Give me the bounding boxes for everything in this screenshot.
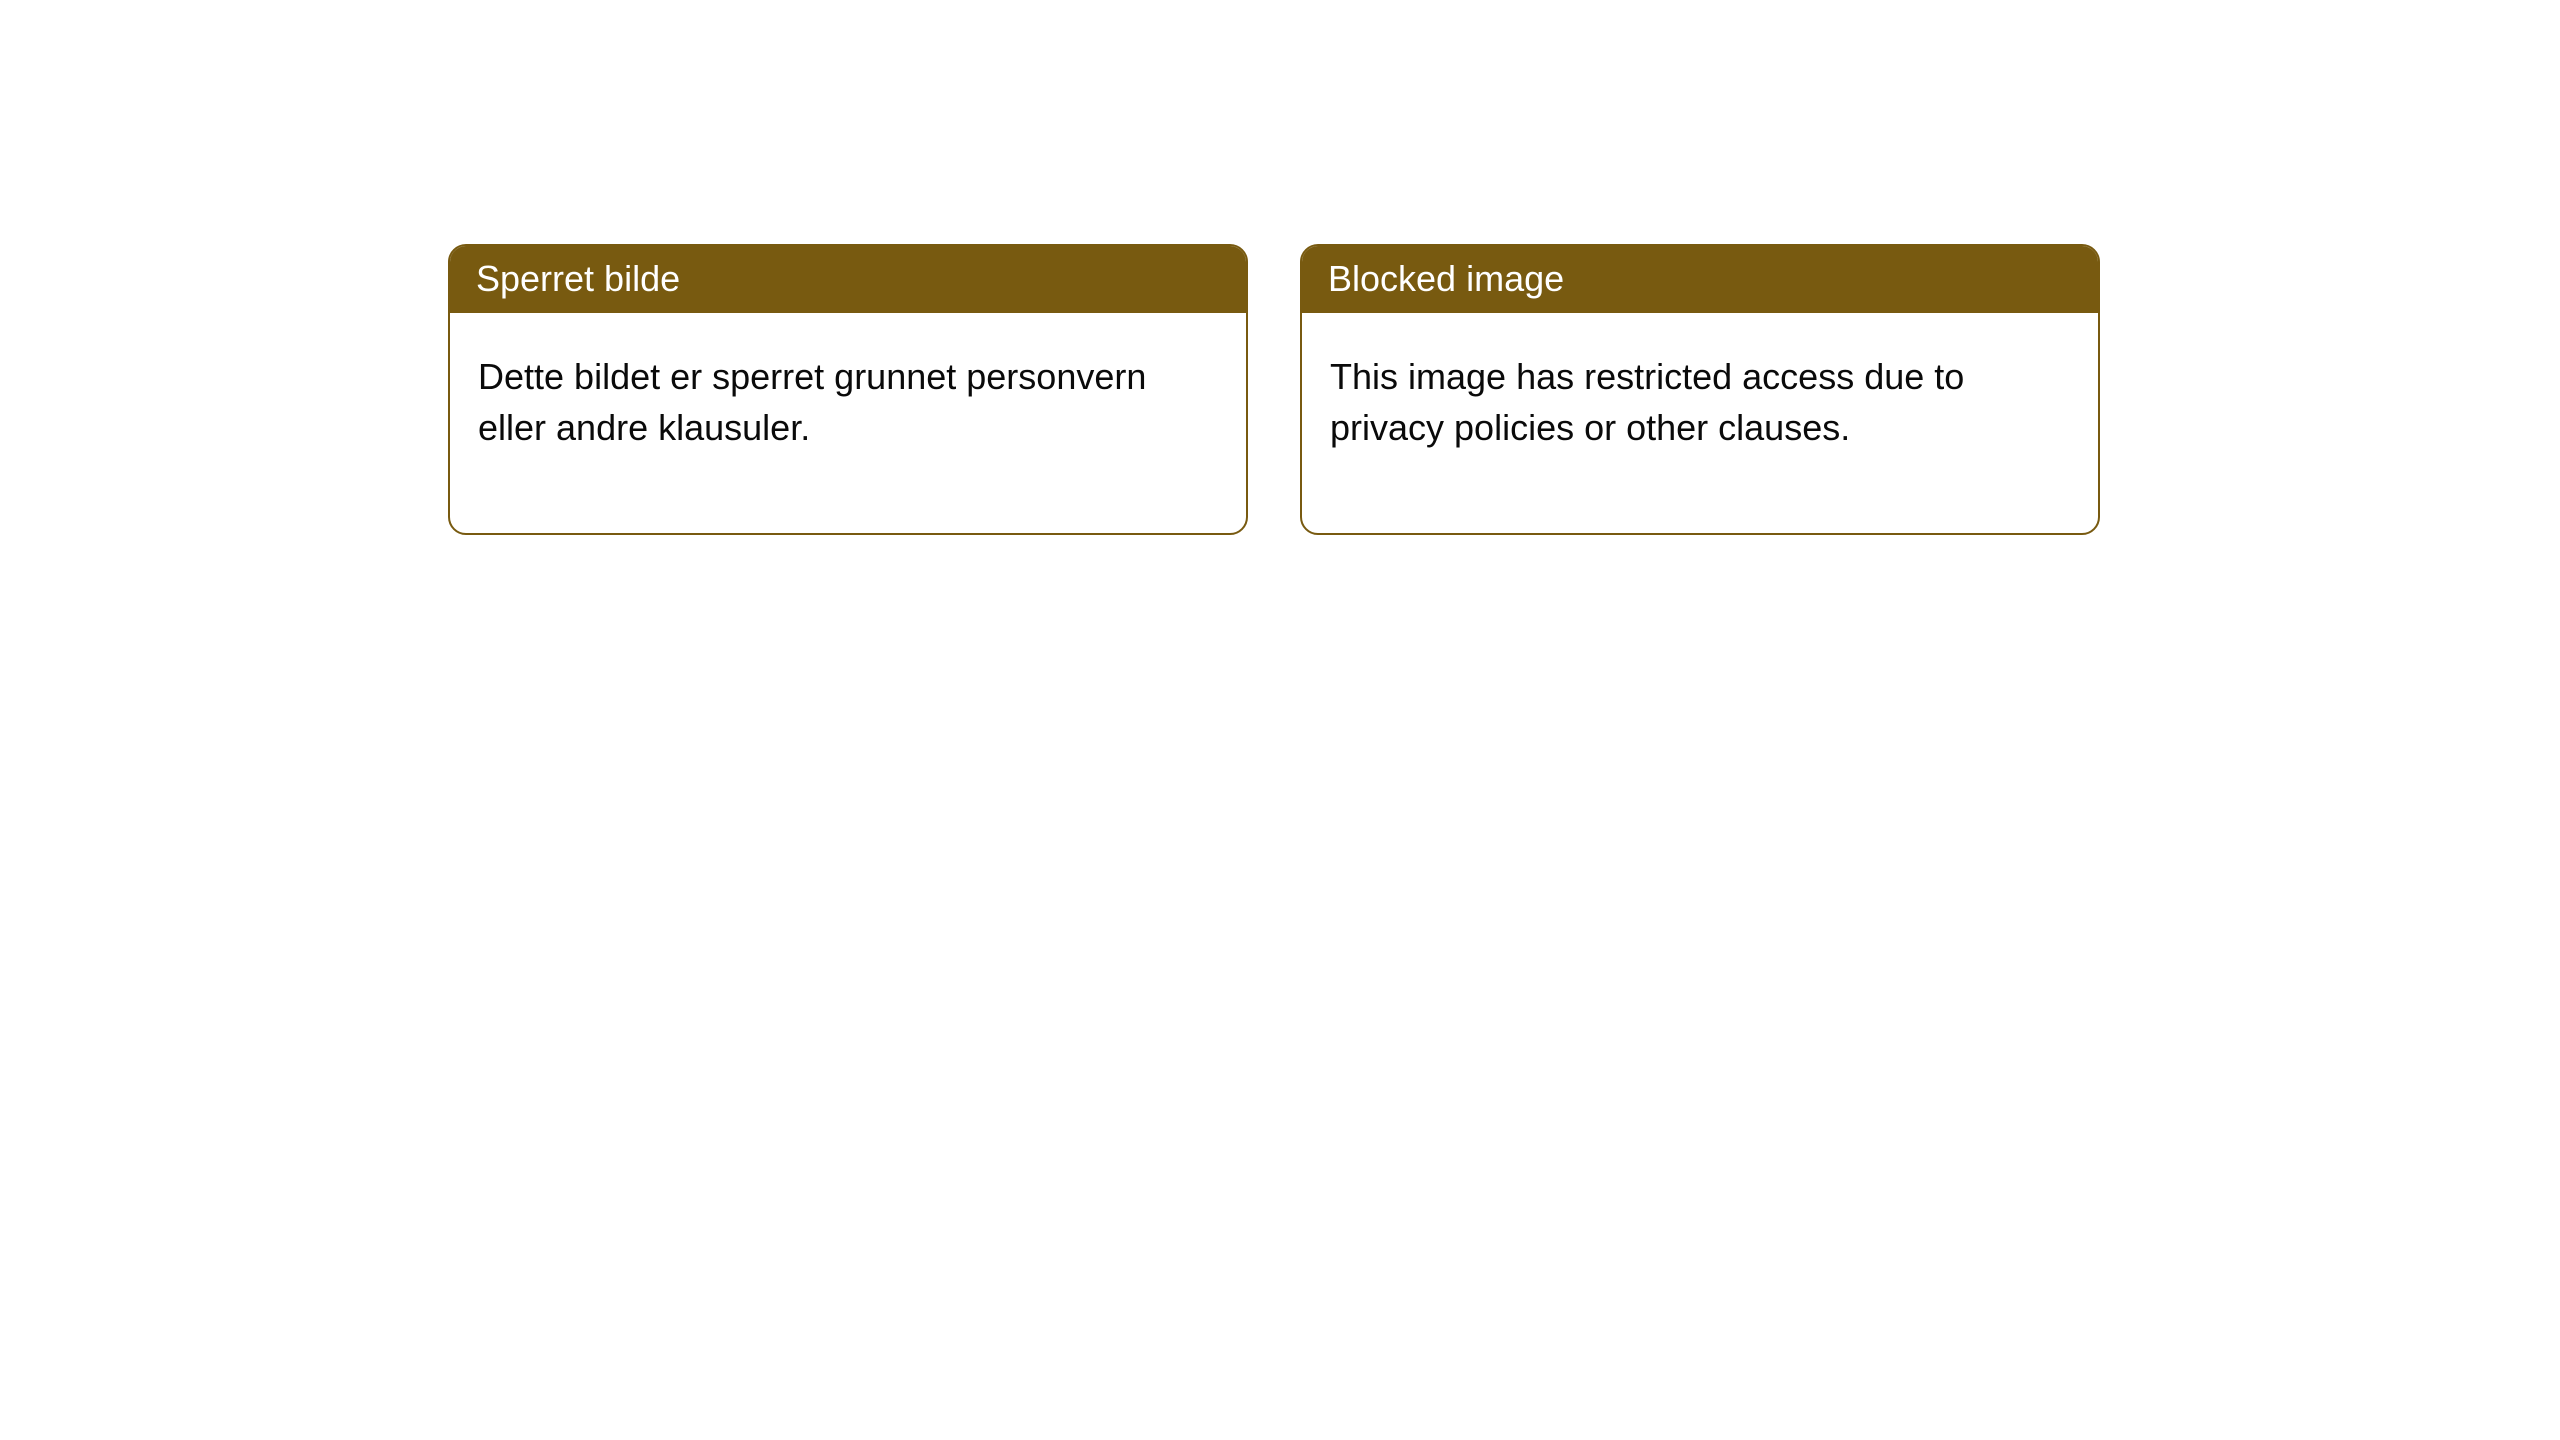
card-title: Blocked image xyxy=(1328,258,1564,299)
card-title: Sperret bilde xyxy=(476,258,680,299)
blocked-image-card-norwegian: Sperret bilde Dette bildet er sperret gr… xyxy=(448,244,1248,535)
card-header: Sperret bilde xyxy=(450,246,1246,313)
card-body: This image has restricted access due to … xyxy=(1302,313,2098,533)
card-header: Blocked image xyxy=(1302,246,2098,313)
card-message: Dette bildet er sperret grunnet personve… xyxy=(478,351,1218,453)
card-body: Dette bildet er sperret grunnet personve… xyxy=(450,313,1246,533)
notice-cards-container: Sperret bilde Dette bildet er sperret gr… xyxy=(0,0,2560,535)
blocked-image-card-english: Blocked image This image has restricted … xyxy=(1300,244,2100,535)
card-message: This image has restricted access due to … xyxy=(1330,351,2070,453)
